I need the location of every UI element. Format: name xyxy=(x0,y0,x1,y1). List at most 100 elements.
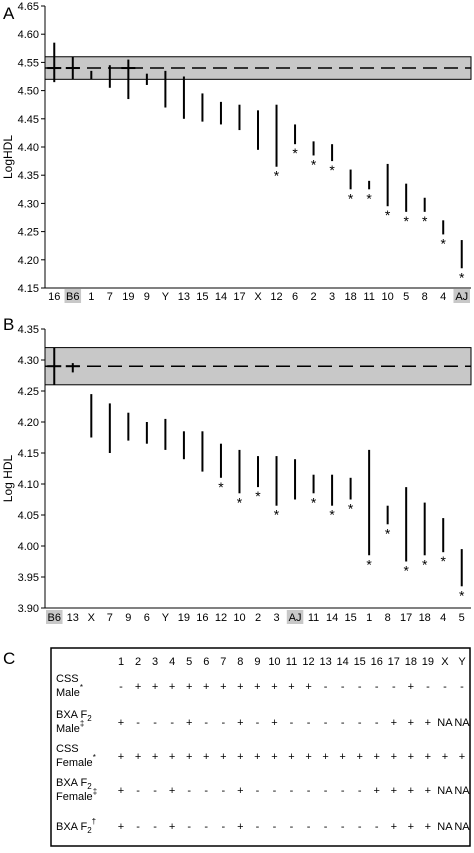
table-cell: + xyxy=(339,751,345,763)
column-header: 7 xyxy=(220,656,226,668)
table-cell: + xyxy=(186,681,192,693)
panel-a: A 4.15 4.20 4.25 4.30 4.35 4.40 4.45 4.50 4.55 4.6… xyxy=(1,1,472,303)
y-tick-label: 4.20 xyxy=(18,417,39,429)
table-cell: + xyxy=(237,681,243,693)
category-label: X xyxy=(88,612,96,624)
table-cell: - xyxy=(256,821,260,833)
row-label: BXA F2 xyxy=(56,709,92,723)
row-label-mark: * xyxy=(80,683,83,692)
panel-letter: C xyxy=(3,649,15,668)
y-tick-label: 4.35 xyxy=(18,170,39,182)
significance-star: * xyxy=(422,556,428,572)
category-label: 16 xyxy=(48,291,60,303)
table-cell: + xyxy=(288,751,294,763)
table-cell: - xyxy=(426,681,430,693)
table-border xyxy=(50,647,471,847)
category-label: 17 xyxy=(233,291,245,303)
table-cell: NA xyxy=(454,785,470,797)
significance-star: * xyxy=(366,556,372,572)
table-cell: + xyxy=(169,821,175,833)
category-label: 3 xyxy=(273,612,279,624)
column-header: 8 xyxy=(237,656,243,668)
table-cell: - xyxy=(204,717,208,729)
category-label: 16 xyxy=(196,612,208,624)
table-cell: + xyxy=(408,717,414,729)
significance-star: * xyxy=(348,190,354,206)
category-label: 5 xyxy=(403,291,409,303)
y-tick-label: 4.35 xyxy=(18,324,39,336)
row-label: Male* xyxy=(56,683,83,699)
table-cell: + xyxy=(425,751,431,763)
table-cell: - xyxy=(204,821,208,833)
table-cell: + xyxy=(271,717,277,729)
row-label: CSS xyxy=(56,743,79,755)
y-tick-label: 4.50 xyxy=(18,86,39,98)
table-cell: + xyxy=(254,681,260,693)
significance-star: * xyxy=(218,479,224,495)
category-label: 8 xyxy=(385,612,391,624)
table-cell: - xyxy=(324,681,328,693)
significance-star: * xyxy=(274,507,280,523)
table-cell: + xyxy=(459,751,465,763)
category-label: 3 xyxy=(329,291,335,303)
category-label: 2 xyxy=(255,612,261,624)
category-label: 14 xyxy=(215,291,227,303)
table-cell: + xyxy=(237,751,243,763)
table-cell: NA xyxy=(437,717,453,729)
row-label: Male‡ xyxy=(56,719,84,735)
table-cell: - xyxy=(170,717,174,729)
table-cell: - xyxy=(290,717,294,729)
table-cell: - xyxy=(341,785,345,797)
table-cell: - xyxy=(136,821,140,833)
table-cell: + xyxy=(169,785,175,797)
table-cell: - xyxy=(324,717,328,729)
table-cell: - xyxy=(375,717,379,729)
category-label: 8 xyxy=(422,291,428,303)
table-cell: - xyxy=(221,821,225,833)
table-cell: NA xyxy=(437,821,453,833)
table-cell: + xyxy=(152,681,158,693)
table-cell: - xyxy=(136,785,140,797)
category-label: 14 xyxy=(326,612,338,624)
table-cell: - xyxy=(358,681,362,693)
category-label: 17 xyxy=(400,612,412,624)
column-header: 4 xyxy=(169,656,175,668)
category-label: 5 xyxy=(459,612,465,624)
table-cell: + xyxy=(186,751,192,763)
table-cell: + xyxy=(408,821,414,833)
table-cell: + xyxy=(408,681,414,693)
table-cell: + xyxy=(135,751,141,763)
significance-star: * xyxy=(440,553,446,569)
column-header: 1 xyxy=(118,656,124,668)
category-label: 11 xyxy=(363,291,374,303)
significance-star: * xyxy=(311,494,317,510)
y-tick-label: 4.25 xyxy=(18,386,39,398)
y-tick-label: 4.00 xyxy=(18,541,39,553)
column-header: 19 xyxy=(422,656,434,668)
category-label: 6 xyxy=(292,291,298,303)
category-highlight xyxy=(286,610,304,624)
row-label-subscript: 2 xyxy=(87,826,92,835)
category-label: 19 xyxy=(122,291,134,303)
y-tick-label: 4.10 xyxy=(18,479,39,491)
y-tick-label: 4.15 xyxy=(18,448,39,460)
significance-star: * xyxy=(255,488,261,504)
table-cell: - xyxy=(204,785,208,797)
table-cell: + xyxy=(442,751,448,763)
table-cell: - xyxy=(256,717,260,729)
category-label: 4 xyxy=(440,291,446,303)
row-label-mark: ‡ xyxy=(93,787,97,796)
category-label: 10 xyxy=(382,291,394,303)
table-cell: + xyxy=(288,681,294,693)
category-label: B6 xyxy=(48,612,61,624)
column-header: 18 xyxy=(405,656,417,668)
significance-star: * xyxy=(311,156,317,172)
category-label: 7 xyxy=(107,291,113,303)
table-cell: + xyxy=(220,751,226,763)
significance-star: * xyxy=(274,168,280,184)
table-cell: + xyxy=(203,681,209,693)
y-axis-label: Log HDL xyxy=(1,455,15,503)
significance-star: * xyxy=(348,501,354,517)
category-highlight xyxy=(46,610,63,624)
y-tick-label: 4.30 xyxy=(18,198,39,210)
